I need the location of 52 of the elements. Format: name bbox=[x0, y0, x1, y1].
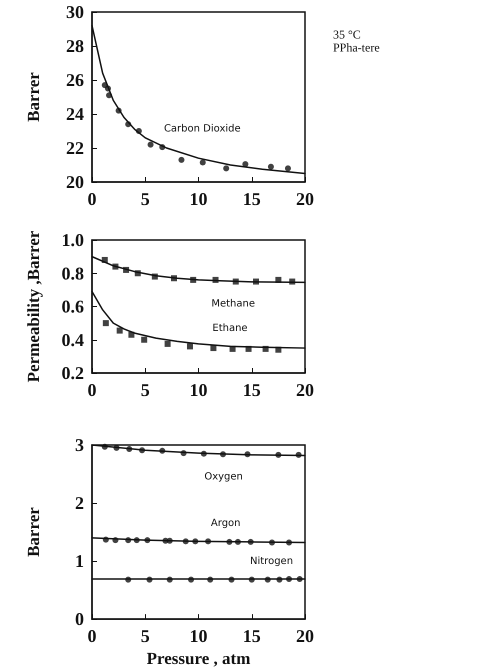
series-label: Methane bbox=[211, 298, 256, 310]
y-tick-label: 30 bbox=[66, 2, 84, 22]
x-tick-label: 5 bbox=[140, 626, 150, 646]
y-axis-title: Barrer bbox=[24, 506, 43, 557]
point bbox=[141, 336, 148, 343]
y-tick-label: 1.0 bbox=[62, 230, 84, 250]
y-tick-label: 0 bbox=[75, 609, 84, 630]
y-tick-label: 22 bbox=[66, 138, 84, 158]
point bbox=[200, 159, 206, 166]
x-tick-label: 10 bbox=[190, 189, 208, 209]
y-axis-title: Barrer bbox=[24, 72, 43, 122]
y-axis-title: Permeability ,Barrer bbox=[24, 230, 43, 382]
text: 35 °C PPha-tere bbox=[333, 28, 380, 54]
series-label: Oxygen bbox=[204, 472, 243, 483]
y-tick-label: 1 bbox=[75, 551, 84, 572]
point bbox=[268, 164, 274, 170]
x-tick-label: 5 bbox=[140, 380, 150, 400]
point bbox=[164, 340, 171, 347]
x-tick-label: 10 bbox=[190, 626, 208, 646]
series-label: Carbon Dioxide bbox=[164, 124, 241, 135]
y-tick-label: 2 bbox=[75, 493, 84, 514]
x-axis-title: Pressure , atm bbox=[146, 649, 250, 668]
point bbox=[102, 320, 109, 326]
x-tick-label: 15 bbox=[242, 189, 261, 209]
point bbox=[284, 165, 291, 172]
series-label: Argon bbox=[210, 518, 241, 529]
x-tick-label: 10 bbox=[190, 380, 208, 400]
x-tick-label: 20 bbox=[296, 380, 314, 400]
y-tick-label: 0.2 bbox=[62, 363, 84, 383]
y-tick-label: 0.4 bbox=[62, 330, 84, 350]
y-tick-label: 0.6 bbox=[62, 296, 84, 316]
point bbox=[148, 142, 154, 148]
series-label: Ethane bbox=[212, 322, 248, 334]
x-tick-label: 0 bbox=[88, 189, 96, 209]
point bbox=[116, 328, 123, 334]
y-tick-label: 28 bbox=[66, 36, 84, 56]
x-tick-label: 20 bbox=[296, 189, 314, 209]
y-tick-label: 3 bbox=[75, 435, 84, 455]
point bbox=[223, 165, 230, 172]
x-tick-label: 0 bbox=[88, 626, 96, 646]
x-tick-label: 5 bbox=[140, 189, 150, 209]
point bbox=[178, 156, 184, 163]
series-label: Nitrogen bbox=[250, 556, 294, 568]
y-tick-label: 26 bbox=[66, 70, 84, 90]
y-tick-label: 0.8 bbox=[62, 263, 84, 284]
x-tick-label: 15 bbox=[242, 380, 261, 400]
x-tick-label: 15 bbox=[242, 626, 261, 646]
x-tick-label: 20 bbox=[296, 626, 314, 646]
y-tick-label: 20 bbox=[66, 172, 84, 192]
point bbox=[186, 343, 193, 350]
x-tick-label: 0 bbox=[88, 380, 96, 400]
y-tick-label: 24 bbox=[66, 104, 84, 124]
